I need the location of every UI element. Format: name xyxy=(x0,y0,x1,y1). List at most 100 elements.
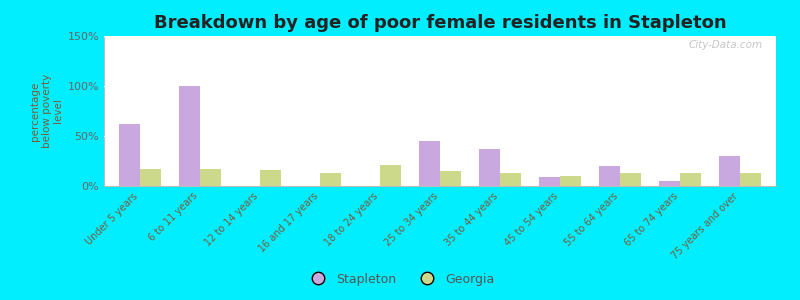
Bar xyxy=(104,36,776,38)
Bar xyxy=(500,173,521,186)
Text: City-Data.com: City-Data.com xyxy=(689,40,762,50)
Bar xyxy=(104,36,776,38)
Bar xyxy=(104,36,776,38)
Bar xyxy=(104,37,776,38)
Bar xyxy=(104,37,776,38)
Bar xyxy=(104,37,776,38)
Bar xyxy=(104,36,776,38)
Bar xyxy=(104,36,776,38)
Bar xyxy=(104,37,776,39)
Bar xyxy=(104,37,776,39)
Bar xyxy=(104,37,776,38)
Bar xyxy=(104,37,776,38)
Bar xyxy=(104,37,776,38)
Bar xyxy=(104,36,776,38)
Bar xyxy=(104,36,776,38)
Bar xyxy=(104,38,776,39)
Bar xyxy=(560,176,581,186)
Bar xyxy=(659,181,680,186)
Bar xyxy=(104,38,776,39)
Bar xyxy=(104,36,776,38)
Bar xyxy=(104,37,776,38)
Bar xyxy=(104,38,776,39)
Bar xyxy=(539,177,560,186)
Bar xyxy=(104,36,776,38)
Bar xyxy=(620,173,641,186)
Bar xyxy=(104,37,776,38)
Bar xyxy=(104,37,776,38)
Bar xyxy=(104,38,776,39)
Bar xyxy=(104,37,776,38)
Bar xyxy=(104,37,776,39)
Bar xyxy=(104,37,776,38)
Bar xyxy=(104,37,776,39)
Bar xyxy=(104,37,776,38)
Bar xyxy=(104,37,776,39)
Bar xyxy=(104,38,776,39)
Bar xyxy=(104,37,776,38)
Bar xyxy=(104,38,776,39)
Bar xyxy=(104,37,776,39)
Bar xyxy=(104,37,776,38)
Bar xyxy=(104,37,776,38)
Bar xyxy=(104,36,776,38)
Legend: Stapleton, Georgia: Stapleton, Georgia xyxy=(301,268,499,291)
Bar xyxy=(599,166,620,186)
Bar xyxy=(260,170,281,186)
Bar xyxy=(104,37,776,39)
Title: Breakdown by age of poor female residents in Stapleton: Breakdown by age of poor female resident… xyxy=(154,14,726,32)
Bar xyxy=(104,36,776,38)
Bar xyxy=(104,36,776,38)
Bar xyxy=(104,36,776,38)
Bar xyxy=(104,36,776,38)
Bar xyxy=(104,37,776,38)
Bar xyxy=(104,37,776,38)
Bar xyxy=(479,149,500,186)
Bar xyxy=(104,37,776,38)
Bar xyxy=(104,36,776,38)
Bar xyxy=(104,37,776,38)
Bar xyxy=(140,169,161,186)
Bar xyxy=(104,37,776,38)
Bar xyxy=(104,37,776,39)
Bar xyxy=(104,36,776,38)
Bar xyxy=(104,37,776,38)
Bar xyxy=(104,37,776,39)
Bar xyxy=(104,37,776,39)
Y-axis label: percentage
below poverty
level: percentage below poverty level xyxy=(30,74,63,148)
Bar xyxy=(104,37,776,39)
Bar xyxy=(104,37,776,38)
Bar xyxy=(104,36,776,38)
Bar xyxy=(740,173,761,186)
Bar xyxy=(680,173,701,186)
Bar xyxy=(104,37,776,38)
Bar xyxy=(104,36,776,38)
Bar xyxy=(104,38,776,39)
Bar xyxy=(104,36,776,38)
Bar xyxy=(104,37,776,38)
Bar xyxy=(104,36,776,38)
Bar xyxy=(104,37,776,38)
Bar xyxy=(119,124,140,186)
Bar xyxy=(104,37,776,39)
Bar xyxy=(104,37,776,38)
Bar xyxy=(104,37,776,38)
Bar xyxy=(104,36,776,38)
Bar xyxy=(104,36,776,38)
Bar xyxy=(104,36,776,38)
Bar xyxy=(104,37,776,38)
Bar xyxy=(104,37,776,39)
Bar xyxy=(104,36,776,38)
Bar xyxy=(104,37,776,38)
Bar xyxy=(440,171,461,186)
Bar xyxy=(200,169,221,186)
Bar xyxy=(104,37,776,38)
Bar xyxy=(104,37,776,39)
Bar xyxy=(104,37,776,38)
Bar xyxy=(104,37,776,39)
Bar xyxy=(104,36,776,38)
Bar xyxy=(104,37,776,38)
Bar xyxy=(104,37,776,39)
Bar xyxy=(104,36,776,38)
Bar xyxy=(104,36,776,38)
